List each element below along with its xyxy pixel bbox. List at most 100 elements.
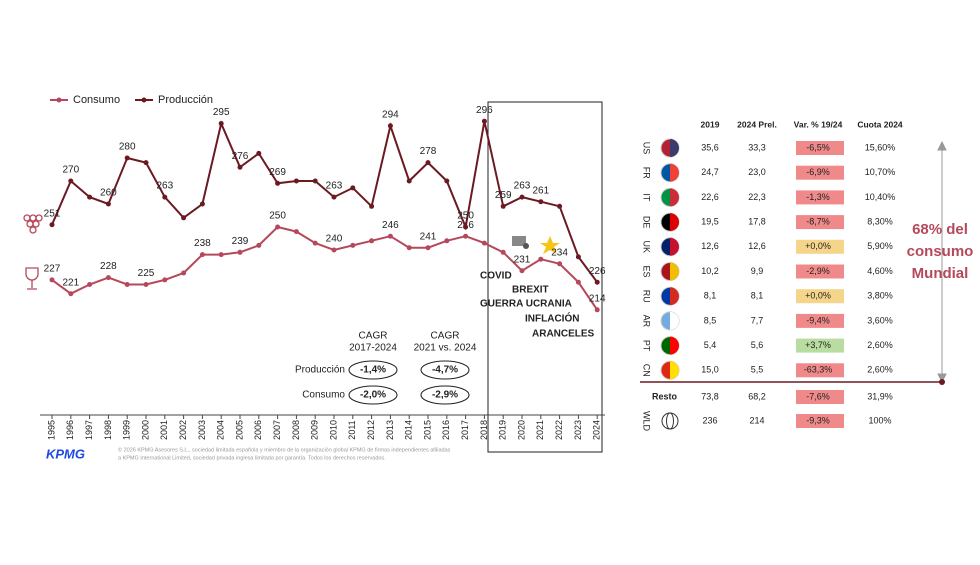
point [312,178,318,184]
point [500,203,506,209]
covid-icon [512,236,529,249]
cell: 12,6 [748,241,766,251]
cell: 3,60% [867,315,893,325]
x-tick-label: 2004 [216,420,226,440]
point [350,242,356,248]
x-tick-label: 2003 [197,420,207,440]
cell: 214 [749,415,764,425]
grape-icon [23,214,43,234]
country-code: IT [642,193,652,202]
data-label: 251 [44,208,61,219]
data-label: 225 [138,268,155,279]
country-code: DE [642,216,652,229]
cell: -2,9% [806,266,830,276]
flag-part [670,336,679,355]
share-note: consumo [907,243,974,260]
flag-part [670,361,679,380]
point [237,164,243,170]
point [575,254,581,260]
var-cell-bg [796,264,844,279]
point [519,268,525,274]
country-code: FR [642,167,652,179]
share-note: 68% del [912,221,968,238]
cagr-header: CAGR [431,331,460,342]
x-tick-label: 1995 [46,420,56,440]
cell: 68,2 [748,391,766,401]
line [51,225,599,311]
cell: -9,4% [806,315,830,325]
cell: 3,80% [867,291,893,301]
point [312,240,318,246]
point [275,224,281,230]
cell: 12,6 [701,241,719,251]
cagr-value: -2,0% [360,390,386,401]
data-label: 263 [326,181,343,192]
var-cell-bg [796,165,844,180]
country-code: UK [642,241,652,254]
point [124,282,130,287]
x-tick-label: 2023 [573,420,583,440]
point [162,194,168,200]
var-cell-bg [796,414,844,428]
point [481,240,487,246]
flag-part [670,213,679,232]
point [199,201,205,207]
annotation: GUERRA UCRANIA [480,299,572,310]
flag-part [670,311,679,330]
data-label: 263 [514,181,531,192]
data-label: 231 [514,254,531,265]
point [218,252,224,258]
x-tick-label: 2013 [385,420,395,440]
annotation: ARANCELES [532,329,595,340]
data-label: 227 [44,264,61,275]
cell: 31,9% [867,391,893,401]
cagr-value: -2,9% [432,390,458,401]
separator-dot [939,379,945,385]
right-arrow [937,140,947,384]
highlight-box [487,101,603,453]
point [463,233,469,239]
cell: -6,9% [806,167,830,177]
cell: 35,6 [701,142,719,152]
x-tick-label: 1999 [122,420,132,440]
point [68,291,74,297]
point [406,245,412,251]
cell: 10,2 [701,266,719,276]
point [162,277,168,283]
data-label: 239 [232,236,249,247]
cell: 15,60% [865,142,896,152]
cell: 19,5 [701,216,719,226]
cell: 8,30% [867,216,893,226]
cell: 5,90% [867,241,893,251]
legend-label: Producción [158,94,213,106]
cell: 17,8 [748,216,766,226]
x-tick-label: 2021 [535,420,545,440]
country-code: PT [642,340,652,352]
globe-icon [666,412,674,430]
point [237,249,243,255]
x-tick-label: 1996 [65,420,75,440]
x-tick-label: 2002 [178,420,188,440]
point [387,123,393,129]
cell: -6,5% [806,142,830,152]
x-tick-label: 2008 [291,420,301,440]
point [481,118,487,124]
annotation: INFLACIÓN [525,312,579,325]
data-label: 250 [457,211,474,222]
cell: 22,6 [701,192,719,202]
x-tick-label: 2020 [516,420,526,440]
point [557,203,563,209]
country-code: CN [642,364,652,377]
cell: 10,70% [865,167,896,177]
cell: -7,6% [806,391,830,401]
x-tick-label: 1997 [84,420,94,440]
legend-marker [56,97,62,103]
cell: 4,60% [867,266,893,276]
point [463,224,469,230]
cell: 7,7 [751,315,764,325]
point [369,203,375,209]
data-label: 238 [194,238,211,249]
cagr-oval [348,360,398,380]
cagr-header: 2017-2024 [349,343,397,354]
data-label: 276 [232,151,249,162]
